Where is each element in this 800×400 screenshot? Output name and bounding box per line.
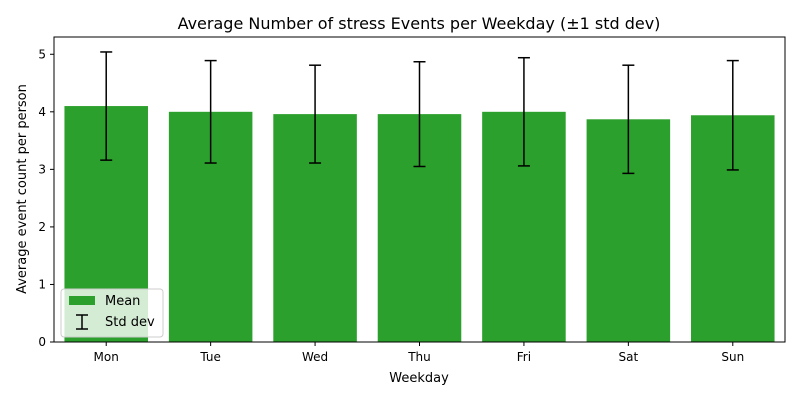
- error-bar-sat: [622, 64, 635, 175]
- error-bar-tue: [204, 59, 217, 164]
- x-tick-label: Mon: [94, 350, 119, 364]
- error-bar-fri: [517, 56, 530, 167]
- error-bar-thu: [413, 60, 426, 168]
- legend-label-mean: Mean: [105, 294, 140, 309]
- y-tick-label: 5: [38, 47, 46, 61]
- x-axis-ticks: Mon Tue Wed Thu Fri Sat Sun: [94, 342, 744, 364]
- legend-swatch-mean: [69, 296, 95, 305]
- error-bar-mon: [100, 51, 113, 161]
- y-axis-ticks: 0 1 2 3 4 5: [38, 47, 54, 349]
- legend-label-std-dev: Std dev: [105, 315, 155, 330]
- error-bar-sun: [726, 59, 739, 171]
- chart-title: Average Number of stress Events per Week…: [178, 14, 661, 33]
- error-bar-wed: [309, 64, 322, 164]
- y-tick-label: 0: [38, 335, 46, 349]
- x-tick-label: Sat: [619, 350, 639, 364]
- x-axis-label: Weekday: [389, 371, 449, 386]
- x-tick-label: Fri: [517, 350, 531, 364]
- x-tick-label: Thu: [407, 350, 431, 364]
- y-tick-label: 2: [38, 220, 46, 234]
- legend-item-std-dev: Std dev: [76, 314, 155, 330]
- x-tick-label: Wed: [302, 350, 328, 364]
- legend-swatch-std-dev: [76, 314, 88, 330]
- y-axis-label: Average event count per person: [15, 84, 30, 294]
- legend-item-mean: Mean: [69, 294, 140, 309]
- plot-area: [53, 36, 786, 343]
- legend: Mean Std dev: [60, 288, 164, 338]
- x-tick-label: Tue: [199, 350, 221, 364]
- y-tick-label: 4: [38, 105, 46, 119]
- y-tick-label: 1: [38, 277, 46, 291]
- y-tick-label: 3: [38, 162, 46, 176]
- x-tick-label: Sun: [721, 350, 744, 364]
